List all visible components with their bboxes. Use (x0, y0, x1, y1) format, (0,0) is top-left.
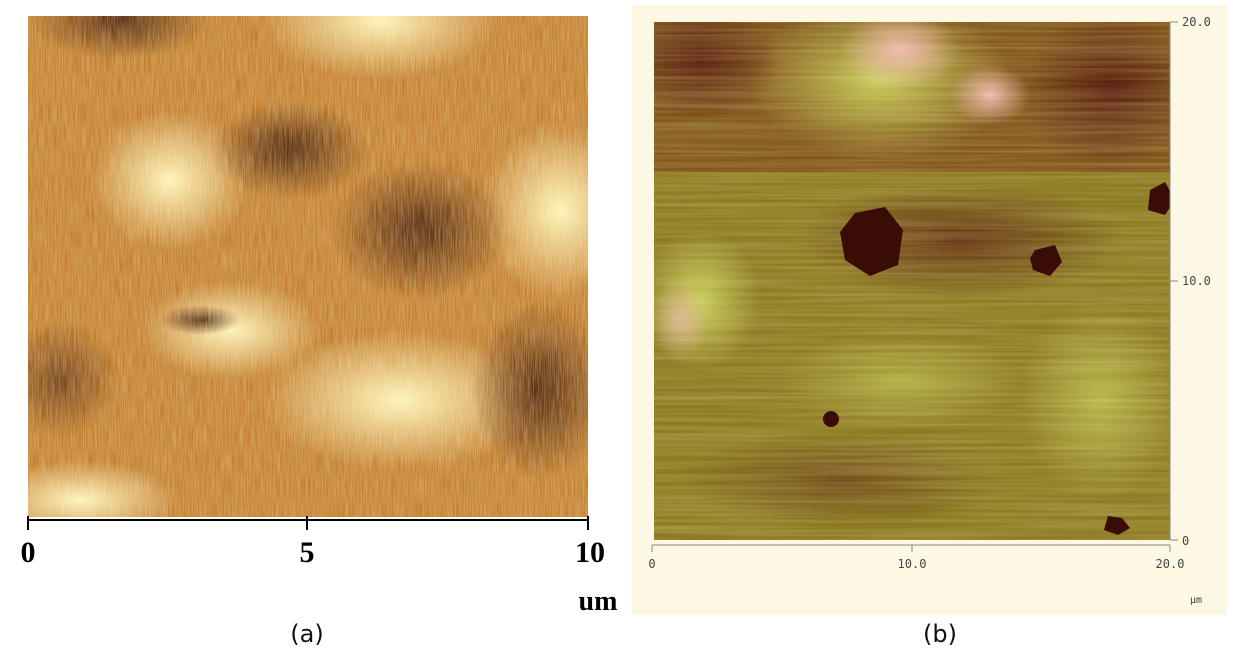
unit-label: µm (1190, 595, 1202, 606)
x-tick-label: 10.0 (898, 557, 927, 571)
x-tick-label: 10 (575, 536, 605, 569)
x-tick-label: 20.0 (1156, 557, 1185, 571)
x-tick-label: 5 (300, 536, 315, 569)
unit-label: um (579, 586, 618, 617)
afm-image-b (654, 22, 1170, 540)
y-tick-label: 0 (1182, 534, 1189, 548)
x-tick-label: 0 (21, 536, 36, 569)
caption: (b) (923, 620, 957, 648)
afm-image-a (28, 16, 588, 517)
x-tick-label: 0 (648, 557, 655, 571)
y-tick-label: 10.0 (1182, 274, 1211, 288)
y-tick-label: 20.0 (1182, 15, 1211, 29)
caption: (a) (290, 620, 323, 648)
